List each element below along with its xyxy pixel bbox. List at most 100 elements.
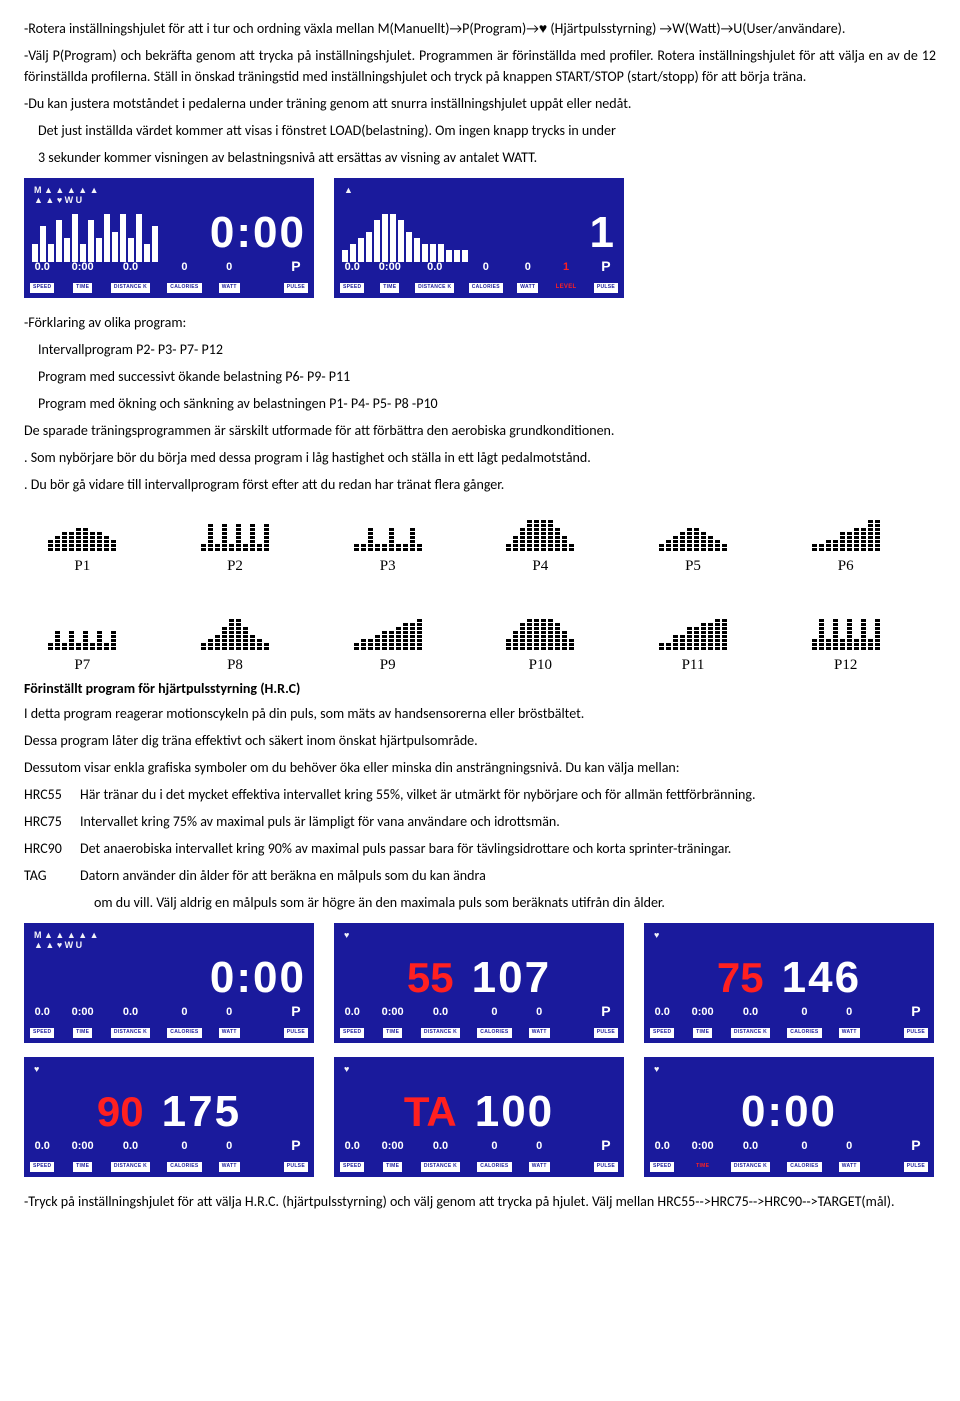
lcd-field: 0:00TIME: [72, 1141, 94, 1173]
lcd-field-value: 0.0: [340, 262, 364, 273]
program-bars: [177, 602, 294, 650]
program-label: P5: [635, 555, 752, 578]
lcd-field-value: 0.0: [421, 1007, 460, 1018]
lcd-field-value: 0: [839, 1007, 860, 1018]
lcd-field: 0.0SPEED: [30, 1007, 54, 1039]
intro-p3: -Du kan justera motståndet i pedalerna u…: [24, 93, 936, 114]
lcd-field-label: SPEED: [340, 283, 364, 293]
lcd1-bottom: 0.0SPEED0:00TIME0.0DISTANCE K0CALORIES0W…: [30, 259, 308, 294]
lcd-hrc-main: 75146: [652, 945, 926, 1007]
lcd-field-value: 0: [167, 1007, 201, 1018]
lcd-field-label: SPEED: [30, 1028, 54, 1038]
program-bar: [111, 540, 116, 551]
lcd-field-value: 0:00: [382, 1141, 404, 1152]
lcd-hrc-left-number: 90: [97, 1091, 144, 1133]
hrc-code: HRC90: [24, 838, 80, 859]
lcd-field-value: 0.0: [340, 1007, 364, 1018]
program-bar: [389, 631, 394, 650]
program-bar: [354, 643, 359, 650]
lcd-bar: [120, 214, 126, 262]
program-cell: P10: [482, 602, 599, 677]
program-bar: [62, 643, 67, 650]
program-bar: [264, 524, 269, 551]
program-bar: [513, 631, 518, 650]
program-bar: [868, 520, 873, 551]
lcd-hrc-display: ♥751460.0SPEED0:00TIME0.0DISTANCE K0CALO…: [644, 923, 934, 1043]
program-bar: [69, 532, 74, 551]
lcd1-main: 0:00: [32, 200, 306, 262]
lcd-field: PPULSE: [594, 259, 618, 294]
lcd-field-label: SPEED: [650, 1028, 674, 1038]
program-bar: [854, 639, 859, 650]
lcd-field-value: 0: [517, 262, 538, 273]
lcd-field: 0:00 TIME: [382, 1141, 404, 1173]
program-bar: [680, 635, 685, 650]
program-bar: [847, 619, 852, 650]
lcd-field: P PULSE: [904, 1004, 928, 1039]
lcd-field: 0:00TIME: [379, 262, 401, 294]
footer-p1: -Tryck på inställningshjulet för att väl…: [24, 1191, 936, 1212]
lcd-field: 0WATT: [529, 1141, 550, 1173]
program-bar: [55, 536, 60, 551]
lcd-bar: [398, 220, 404, 262]
program-bar: [368, 528, 373, 551]
program-bar: [875, 520, 880, 551]
lcd-field-label: LEVEL: [553, 282, 580, 293]
lcd-field: 0:00TIME: [692, 1007, 714, 1039]
hrc-p2: Dessa program låter dig träna effektivt …: [24, 730, 936, 751]
lcd-hrc-bottom: 0.0SPEED0:00TIME0.0DISTANCE K0CALORIES0W…: [340, 1004, 618, 1039]
lcd-field-label: SPEED: [30, 283, 54, 293]
lcd-field: 0CALORIES: [477, 1007, 511, 1039]
lcd-field: 0CALORIES: [167, 1007, 201, 1039]
lcd-hrc-main: 55107: [342, 945, 616, 1007]
lcd-field: 0.0SPEED: [30, 1141, 54, 1173]
program-bar: [104, 643, 109, 650]
program-label: P10: [482, 654, 599, 677]
program-bar: [417, 544, 422, 551]
lcd-field-label: DISTANCE K: [421, 1028, 460, 1038]
section2-l6: . Du bör gå vidare till intervallprogram…: [24, 474, 936, 495]
lcd-field: 0:00TIME: [72, 262, 94, 294]
lcd-bar: [112, 232, 118, 262]
lcd-bar: [366, 232, 372, 262]
lcd-field-label: CALORIES: [167, 1162, 201, 1172]
lcd-field-label: TIME: [383, 1162, 402, 1172]
program-bar: [229, 544, 234, 551]
hrc-tag2: om du vill. Välj aldrig en målpuls som ä…: [24, 892, 936, 913]
hrc-row: HRC90Det anaerobiska intervallet kring 9…: [24, 838, 936, 859]
lcd-field-value: 0.0: [111, 262, 150, 273]
hrc-desc: Datorn använder din ålder för att beräkn…: [80, 865, 936, 886]
lcd-field-value: 0: [219, 1141, 240, 1152]
lcd-bar: [390, 214, 396, 262]
lcd-field-value: 0.0: [731, 1007, 770, 1018]
program-bar: [55, 631, 60, 650]
lcd-field-value: 0.0: [30, 1141, 54, 1152]
lcd-field-value: 0: [477, 1007, 511, 1018]
program-bars: [329, 602, 446, 650]
program-cell: P11: [635, 602, 752, 677]
program-bar: [708, 536, 713, 551]
program-cell: P1: [24, 503, 141, 578]
lcd-field-value: P: [904, 1004, 928, 1018]
lcd-field: 0.0 DISTANCE K: [421, 1007, 460, 1039]
lcd-field-label: PULSE: [904, 1028, 928, 1038]
program-bars: [787, 602, 904, 650]
lcd-field-label: TIME: [73, 1028, 92, 1038]
lcd-field: PPULSE: [594, 1004, 618, 1039]
lcd-hrc-right-number: 107: [472, 956, 551, 1000]
lcd-field-value: 0: [477, 1141, 511, 1152]
lcd-field-value: 0.0: [111, 1141, 150, 1152]
program-label: P8: [177, 654, 294, 677]
program-bar: [215, 635, 220, 650]
program-bar: [382, 631, 387, 650]
program-cell: P7: [24, 602, 141, 677]
program-bar: [250, 635, 255, 650]
intro-p2-text: -Välj P(Program) och bekräfta genom att …: [24, 47, 936, 85]
lcd-field-label: TIME: [693, 1162, 712, 1172]
program-bars: [24, 503, 141, 551]
lcd-field-label: WATT: [839, 1162, 860, 1172]
lcd-field-value: 0.0: [415, 262, 454, 273]
program-bar: [548, 520, 553, 551]
program-bar: [396, 627, 401, 650]
lcd-hrc-right-number: 175: [162, 1090, 241, 1134]
